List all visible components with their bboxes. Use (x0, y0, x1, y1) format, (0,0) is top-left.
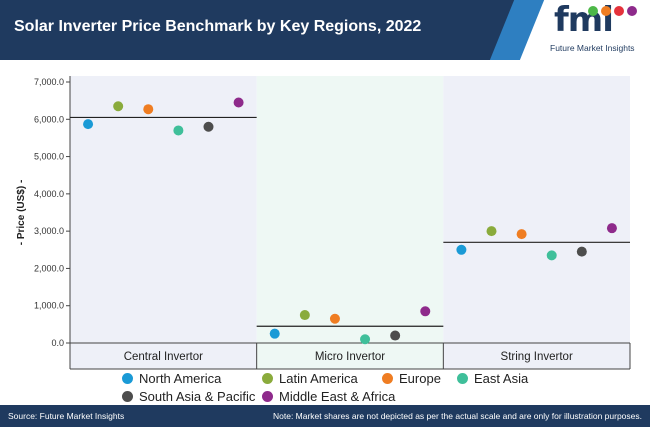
fmi-logo: fmi Future Market Insights (548, 0, 648, 56)
disclaimer-note: Note: Market shares are not depicted as … (272, 411, 642, 421)
legend-marker-icon (382, 372, 393, 384)
y-axis-label: - Price (US$) - (16, 180, 27, 246)
category-label-1: Micro Invertor (315, 351, 385, 363)
point-south-asia-pacific-0 (203, 121, 214, 132)
legend-label: South Asia & Pacific (139, 388, 256, 404)
y-tick-label-1: 1,000.0 (34, 301, 64, 311)
point-latin-america-0 (113, 101, 124, 112)
y-tick-label-2: 2,000.0 (34, 263, 64, 273)
point-north-america-1 (269, 328, 280, 339)
logo-dot-purple-icon (627, 6, 637, 16)
point-europe-0 (143, 104, 154, 115)
legend-label: East Asia (474, 370, 529, 386)
logo-dot-red-icon (614, 6, 624, 16)
y-tick-label-4: 4,000.0 (34, 189, 64, 199)
logo-tagline: Future Market Insights (550, 43, 635, 53)
point-south-asia-pacific-1 (390, 330, 401, 341)
header-banner: Solar Inverter Price Benchmark by Key Re… (0, 0, 650, 60)
point-east-asia-0 (173, 125, 184, 136)
y-tick-label-0: 0.0 (51, 338, 64, 348)
point-europe-1 (329, 313, 340, 324)
legend-label: Middle East & Africa (279, 388, 396, 404)
y-tick-label-6: 6,000.0 (34, 114, 64, 124)
point-latin-america-2 (486, 226, 497, 237)
category-panel-1 (256, 76, 444, 369)
logo-dot-orange-icon (601, 6, 611, 16)
point-south-asia-pacific-2 (576, 246, 587, 257)
y-tick-label-5: 5,000.0 (34, 152, 64, 162)
category-label-2: String Invertor (501, 351, 573, 363)
category-label-0: Central Invertor (124, 351, 203, 363)
point-europe-2 (516, 229, 527, 240)
chart-title: Solar Inverter Price Benchmark by Key Re… (14, 18, 422, 35)
price-chart: 0.0 1,000.0 2,000.0 3,000.0 4,000.0 5,000.0 6,… (16, 76, 631, 370)
point-middle-east-africa-1 (420, 306, 431, 317)
footer-bar: Source: Future Market Insights Note: Mar… (0, 405, 650, 427)
point-middle-east-africa-2 (606, 223, 617, 234)
legend-item: South Asia & Pacific (122, 388, 255, 404)
legend-item: East Asia (457, 370, 528, 386)
y-tick-label-7: 7,000.0 (34, 77, 64, 87)
legend-item: Latin America (262, 370, 358, 386)
legend-label: North America (139, 370, 222, 386)
category-panel-2 (443, 76, 630, 369)
point-north-america-0 (83, 119, 94, 130)
point-east-asia-2 (546, 250, 557, 261)
legend-marker-icon (457, 372, 468, 384)
point-east-asia-1 (360, 334, 371, 345)
legend-label: Europe (399, 370, 441, 386)
legend-label: Latin America (279, 370, 358, 386)
point-latin-america-1 (299, 310, 310, 321)
logo-dot-green-icon (588, 6, 598, 16)
legend-marker-icon (262, 390, 273, 402)
point-north-america-2 (456, 244, 467, 255)
legend-marker-icon (262, 372, 273, 384)
legend-item: Europe (382, 370, 441, 386)
legend-marker-icon (122, 372, 133, 384)
category-panel-0 (70, 76, 257, 369)
y-tick-label-3: 3,000.0 (34, 226, 64, 236)
point-middle-east-africa-0 (233, 97, 244, 108)
source-note: Source: Future Market Insights (8, 411, 125, 421)
legend-item: Middle East & Africa (262, 388, 395, 404)
legend-item: North America (122, 370, 221, 386)
legend-marker-icon (122, 390, 133, 402)
